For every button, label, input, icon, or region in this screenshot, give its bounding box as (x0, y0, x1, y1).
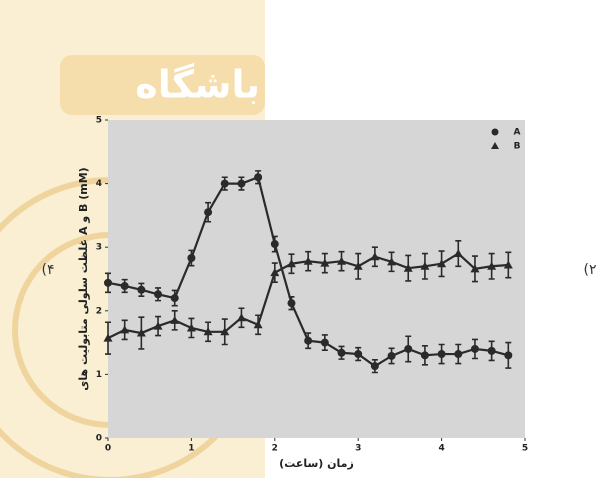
marker (387, 351, 396, 360)
marker (253, 320, 263, 329)
marker (136, 328, 146, 337)
marker (420, 351, 429, 360)
legend-item: B (491, 142, 521, 152)
marker (370, 252, 380, 261)
marker (303, 256, 313, 265)
watermark-text: باشگاه (135, 63, 260, 107)
x-tick-label: 3 (355, 444, 361, 454)
legend-label: A (514, 128, 521, 138)
y-tick-label: 5 (96, 116, 102, 126)
marker (220, 327, 230, 336)
legend-marker (491, 142, 499, 149)
x-tick-label: 1 (188, 444, 194, 454)
y-tick-label: 1 (96, 370, 102, 380)
marker (287, 299, 296, 308)
x-axis-label: زمان (ساعت) (279, 457, 354, 470)
y-tick-label: 3 (96, 243, 102, 253)
marker (353, 261, 363, 270)
marker (320, 338, 329, 347)
marker (403, 263, 413, 272)
marker (153, 321, 163, 330)
x-tick-label: 2 (272, 444, 278, 454)
legend-marker (491, 128, 499, 136)
marker (170, 294, 179, 303)
marker (387, 257, 397, 266)
marker (270, 268, 280, 277)
plot-area (108, 120, 525, 438)
marker (237, 179, 246, 188)
marker (203, 327, 213, 336)
marker (220, 179, 229, 188)
marker (504, 351, 513, 360)
marker (454, 350, 463, 359)
marker (187, 254, 196, 263)
marker (487, 346, 496, 355)
marker (304, 336, 313, 345)
y-axis-label: غلظت سلولی متابولیت های A و B (mM) (77, 167, 90, 390)
marker (354, 350, 363, 359)
marker (404, 344, 413, 353)
marker (320, 258, 330, 267)
marker (337, 348, 346, 357)
marker (120, 281, 129, 290)
marker (503, 260, 513, 269)
marker (337, 256, 347, 265)
panel-label: (۲ (584, 262, 597, 278)
chart: 0 1 2 3 4 5 0 1 2 3 4 5 زمان (ساعت) غلظت سلولی متابول… (77, 116, 528, 471)
marker (487, 261, 497, 270)
marker (437, 259, 447, 268)
legend-label: B (514, 142, 521, 152)
marker (453, 249, 463, 258)
marker (154, 290, 163, 299)
marker (170, 315, 180, 324)
marker (286, 259, 296, 268)
marker (204, 208, 213, 217)
x-tick-label: 0 (105, 444, 111, 454)
marker (254, 173, 263, 182)
marker (470, 344, 479, 353)
y-tick-label: 2 (96, 306, 102, 316)
marker (270, 240, 279, 249)
panel-label: (۴ (42, 262, 55, 278)
marker (104, 278, 112, 287)
marker (470, 264, 480, 273)
marker (420, 261, 430, 270)
marker (236, 313, 246, 322)
x-tick-label: 5 (522, 444, 528, 454)
marker (437, 350, 446, 359)
marker (137, 285, 146, 294)
marker (120, 325, 130, 334)
x-tick-label: 4 (438, 444, 444, 454)
marker (370, 362, 379, 371)
marker (186, 323, 196, 332)
watermark-banner (60, 55, 265, 115)
y-tick-label: 4 (96, 179, 102, 189)
legend-item: A (491, 128, 521, 138)
marker (103, 333, 113, 342)
y-tick-label: 0 (96, 434, 102, 444)
